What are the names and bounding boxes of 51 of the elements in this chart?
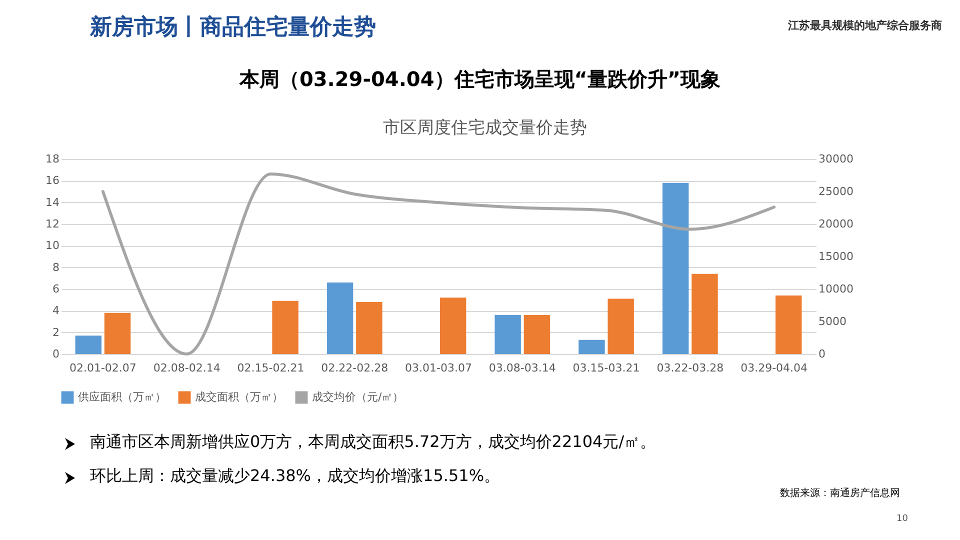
y-tick-label: 8 [52, 260, 60, 274]
chart-title: 市区周度住宅成交量价走势 [382, 117, 588, 139]
y-tick-label: 4 [52, 304, 60, 318]
legend-label: 供应面积（万㎡） [78, 390, 166, 404]
y-tick-label: 6 [52, 282, 60, 296]
y-tick-label: 0 [52, 348, 60, 360]
text: 南通市区本周新增供应0万方，本周成交面积5.72万方，成交均价22104元/㎡。 [90, 432, 656, 453]
bar [662, 182, 689, 354]
text: 本周（03.29-04.04）住宅市场呈现“量跌价升”现象 [238, 66, 722, 93]
bar [272, 300, 298, 354]
x-tick-label: 02.08-02.14 [153, 362, 220, 374]
x-tick-label: 02.01-02.07 [69, 362, 136, 374]
bar [75, 336, 102, 354]
bar [104, 312, 131, 354]
bar [440, 298, 466, 354]
y2-tick-label: 20000 [818, 218, 854, 230]
y2-tick-label: 30000 [818, 152, 854, 166]
bar [692, 274, 718, 354]
line-series [101, 172, 776, 356]
y2-tick-label: 15000 [818, 250, 854, 263]
x-tick-label: 03.22-03.28 [656, 362, 724, 374]
bar [356, 302, 382, 354]
bar [494, 315, 521, 354]
bar [608, 298, 634, 354]
x-tick-label: 03.29-04.04 [740, 362, 808, 374]
x-tick-label: 03.15-03.21 [572, 362, 640, 374]
y2-tick-label: 10000 [818, 282, 854, 296]
y-tick-label: 12 [46, 218, 60, 230]
text: 10 [896, 514, 908, 524]
x-tick-label: 02.15-02.21 [237, 362, 304, 374]
text: 新房市场丨商品住宅量价走势 [90, 14, 376, 42]
y-tick-label: 18 [46, 152, 60, 166]
x-tick-label: 03.08-03.14 [488, 362, 556, 374]
legend-label: 成交均价（元/㎡） [312, 390, 404, 404]
source-note: 数据来源：南通房产信息网 [780, 486, 900, 500]
y-tick-label: 2 [52, 326, 60, 339]
text: 环比上周：成交量减少24.38%，成交均价增涨15.51%。 [90, 466, 500, 487]
legend-label: 成交面积（万㎡） [195, 390, 283, 404]
text: 江苏最具规模的地产综合服务商 [788, 18, 942, 33]
y2-tick-label: 0 [818, 348, 826, 360]
x-tick-label: 03.01-03.07 [405, 362, 472, 374]
y-tick-label: 16 [46, 174, 60, 188]
y2-tick-label: 5000 [818, 315, 846, 328]
x-tick-label: 02.22-02.28 [321, 362, 388, 374]
bar [326, 282, 354, 354]
y-tick-label: 10 [46, 239, 60, 252]
bar [776, 296, 802, 354]
y-tick-label: 14 [46, 196, 60, 209]
y2-tick-label: 25000 [818, 185, 854, 198]
bar [578, 340, 605, 354]
bar [524, 315, 550, 354]
